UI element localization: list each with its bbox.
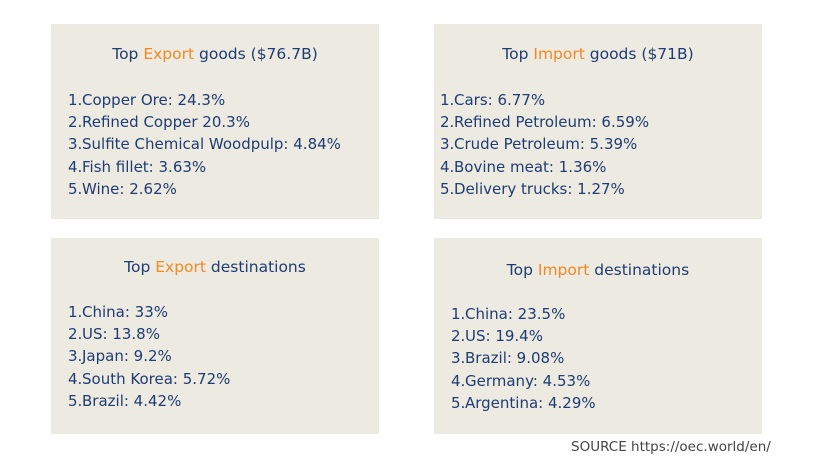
export-goods-list: 1.Copper Ore: 24.3% 2.Refined Copper 20.… xyxy=(68,89,341,200)
list-item: 2.Refined Petroleum: 6.59% xyxy=(440,111,649,133)
item-number: 4. xyxy=(68,157,83,176)
list-item: 2.US: 13.8% xyxy=(68,323,230,345)
item-text: Cars: 6.77% xyxy=(454,91,546,109)
title-suffix: destinations xyxy=(589,261,690,279)
item-text: US: 13.8% xyxy=(82,325,160,344)
item-text: Argentina: 4.29% xyxy=(465,393,596,412)
item-text: Brazil: 9.08% xyxy=(465,349,565,368)
item-number: 2. xyxy=(68,113,83,132)
item-text: Sulfite Chemical Woodpulp: 4.84% xyxy=(82,135,341,154)
card-title: Top Import goods ($71B) xyxy=(434,45,762,63)
title-accent: Export xyxy=(155,258,206,276)
list-item: 2.Refined Copper 20.3% xyxy=(68,111,341,133)
card-title: Top Export destinations xyxy=(51,258,379,276)
list-item: 5.Delivery trucks: 1.27% xyxy=(440,178,649,200)
item-text: Brazil: 4.42% xyxy=(82,391,182,410)
list-item: 3.Crude Petroleum: 5.39% xyxy=(440,133,649,155)
title-accent: Import xyxy=(533,45,585,63)
title-suffix: goods ($71B) xyxy=(584,45,694,63)
item-number: 2. xyxy=(68,325,83,344)
item-number: 1. xyxy=(440,91,455,109)
item-number: 1. xyxy=(68,303,83,321)
list-item: 3.Brazil: 9.08% xyxy=(451,347,596,369)
import-destinations-list: 1.China: 23.5% 2.US: 19.4% 3.Brazil: 9.0… xyxy=(451,303,596,414)
title-suffix: destinations xyxy=(205,258,306,276)
item-number: 4. xyxy=(451,371,466,390)
list-item: 5.Brazil: 4.42% xyxy=(68,390,230,412)
item-number: 3. xyxy=(440,135,455,154)
item-number: 1. xyxy=(451,305,466,323)
item-text: Copper Ore: 24.3% xyxy=(82,91,226,109)
list-item: 5.Argentina: 4.29% xyxy=(451,392,596,414)
item-text: US: 19.4% xyxy=(465,327,543,346)
item-text: Refined Petroleum: 6.59% xyxy=(454,113,650,132)
item-number: 5. xyxy=(451,393,466,412)
item-number: 5. xyxy=(68,391,83,410)
item-text: Japan: 9.2% xyxy=(82,347,172,366)
list-item: 3.Sulfite Chemical Woodpulp: 4.84% xyxy=(68,133,341,155)
item-number: 4. xyxy=(68,369,83,388)
list-item: 1.China: 33% xyxy=(68,301,230,323)
item-number: 5. xyxy=(440,179,455,198)
item-text: Germany: 4.53% xyxy=(465,371,591,390)
card-title: Top Export goods ($76.7B) xyxy=(51,45,379,63)
item-number: 2. xyxy=(440,113,455,132)
item-text: Refined Copper 20.3% xyxy=(82,113,250,132)
list-item: 2.US: 19.4% xyxy=(451,325,596,347)
item-number: 3. xyxy=(68,347,83,366)
item-text: China: 33% xyxy=(82,303,169,321)
item-number: 3. xyxy=(68,135,83,154)
list-item: 5.Wine: 2.62% xyxy=(68,178,341,200)
list-item: 4.Bovine meat: 1.36% xyxy=(440,156,649,178)
title-suffix: goods ($76.7B) xyxy=(194,45,318,63)
item-text: Wine: 2.62% xyxy=(82,179,177,198)
export-destinations-list: 1.China: 33% 2.US: 13.8% 3.Japan: 9.2% 4… xyxy=(68,301,230,412)
item-text: Crude Petroleum: 5.39% xyxy=(454,135,638,154)
title-accent: Export xyxy=(143,45,195,63)
item-text: Delivery trucks: 1.27% xyxy=(454,179,625,198)
title-accent: Import xyxy=(537,261,590,279)
title-prefix: Top xyxy=(124,258,156,276)
item-number: 5. xyxy=(68,179,83,198)
item-number: 4. xyxy=(440,157,455,176)
item-text: Fish fillet: 3.63% xyxy=(82,157,207,176)
top-export-goods-card: Top Export goods ($76.7B) 1.Copper Ore: … xyxy=(51,24,379,219)
list-item: 3.Japan: 9.2% xyxy=(68,345,230,367)
top-import-destinations-card: Top Import destinations 1.China: 23.5% 2… xyxy=(434,238,762,434)
item-text: Bovine meat: 1.36% xyxy=(454,157,607,176)
list-item: 4.Fish fillet: 3.63% xyxy=(68,156,341,178)
item-number: 1. xyxy=(68,91,83,109)
title-prefix: Top xyxy=(506,261,538,279)
list-item: 4.Germany: 4.53% xyxy=(451,370,596,392)
item-text: China: 23.5% xyxy=(465,305,566,323)
title-prefix: Top xyxy=(502,45,534,63)
top-import-goods-card: Top Import goods ($71B) 1.Cars: 6.77% 2.… xyxy=(434,24,762,219)
card-title: Top Import destinations xyxy=(434,261,762,279)
import-goods-list: 1.Cars: 6.77% 2.Refined Petroleum: 6.59%… xyxy=(440,89,649,200)
item-number: 3. xyxy=(451,349,466,368)
list-item: 1.Copper Ore: 24.3% xyxy=(68,89,341,111)
source-credit: SOURCE https://oec.world/en/ xyxy=(571,439,771,455)
top-export-destinations-card: Top Export destinations 1.China: 33% 2.U… xyxy=(51,238,379,434)
item-number: 2. xyxy=(451,327,466,346)
list-item: 1.Cars: 6.77% xyxy=(440,89,649,111)
list-item: 4.South Korea: 5.72% xyxy=(68,368,230,390)
item-text: South Korea: 5.72% xyxy=(82,369,231,388)
list-item: 1.China: 23.5% xyxy=(451,303,596,325)
title-prefix: Top xyxy=(112,45,144,63)
